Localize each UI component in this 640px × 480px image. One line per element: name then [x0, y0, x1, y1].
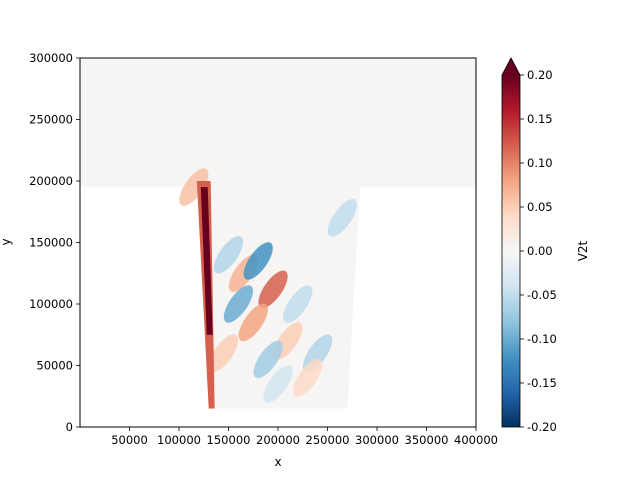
eddy-14 — [263, 365, 293, 403]
colorbar-tick-label-3: -0.10 — [527, 332, 557, 346]
colorbar-tick-label-7: 0.10 — [527, 156, 553, 170]
x-tick-label-1: 50000 — [111, 433, 148, 447]
eddy-15 — [179, 168, 209, 206]
x-tick-label-7: 350000 — [405, 433, 449, 447]
x-axis: 50000 100000 150000 200000 250000 300000 35000… — [111, 427, 498, 447]
x-tick-label-6: 300000 — [355, 433, 399, 447]
colorbar-tick-label-6: 0.05 — [527, 200, 553, 214]
colorbar-tick-label-1: -0.20 — [527, 420, 557, 434]
colorbar-tick-label-5: 0.00 — [527, 244, 553, 258]
colorbar-tick-label-8: 0.15 — [527, 112, 553, 126]
y-tick-label-7: 300000 — [29, 51, 73, 65]
x-tick-label-4: 200000 — [256, 433, 300, 447]
y-tick-label-1: 0 — [66, 420, 73, 434]
eddy-6 — [238, 303, 268, 342]
y-tick-label-6: 250000 — [29, 113, 73, 127]
boundary-current-core — [200, 187, 213, 335]
colorbar-tick-label-9: 0.20 — [527, 68, 553, 82]
y-tick-label-4: 150000 — [29, 236, 73, 250]
colorbar-extend-arrow — [502, 58, 520, 75]
y-axis: 0 50000 100000 150000 200000 250000 300000 — [29, 51, 80, 434]
x-axis-label: x — [274, 455, 281, 469]
y-axis-label: y — [0, 238, 13, 245]
colorbar-gradient — [502, 75, 520, 427]
x-tick-label-2: 100000 — [157, 433, 201, 447]
colorbar-label: V2t — [576, 240, 590, 261]
eddy-5 — [223, 285, 254, 323]
eddy-7 — [283, 285, 313, 323]
eddy-4 — [258, 270, 288, 308]
eddy-10 — [253, 340, 283, 379]
x-tick-label-8: 400000 — [454, 433, 498, 447]
y-tick-label-3: 100000 — [29, 297, 73, 311]
eddy-11 — [293, 359, 323, 397]
eddy-12 — [327, 199, 357, 237]
x-tick-label-5: 250000 — [306, 433, 350, 447]
y-tick-label-2: 50000 — [36, 359, 73, 373]
heatmap-area — [80, 58, 476, 409]
colorbar-tick-label-4: -0.05 — [527, 288, 557, 302]
colorbar-tick-label-2: -0.15 — [527, 376, 557, 390]
shelf-region — [80, 58, 476, 188]
y-tick-label-5: 200000 — [29, 174, 73, 188]
x-tick-label-3: 150000 — [207, 433, 251, 447]
eddy-3 — [243, 242, 273, 280]
colorbar-ticks: -0.20 -0.15 -0.10 -0.05 0.00 0.05 0.10 0.15 0.20 — [520, 68, 557, 434]
eddy-1 — [213, 236, 244, 274]
colorbar: -0.20 -0.15 -0.10 -0.05 0.00 0.05 0.10 0.15 0.20… — [501, 57, 590, 434]
eddy-13 — [208, 334, 239, 372]
